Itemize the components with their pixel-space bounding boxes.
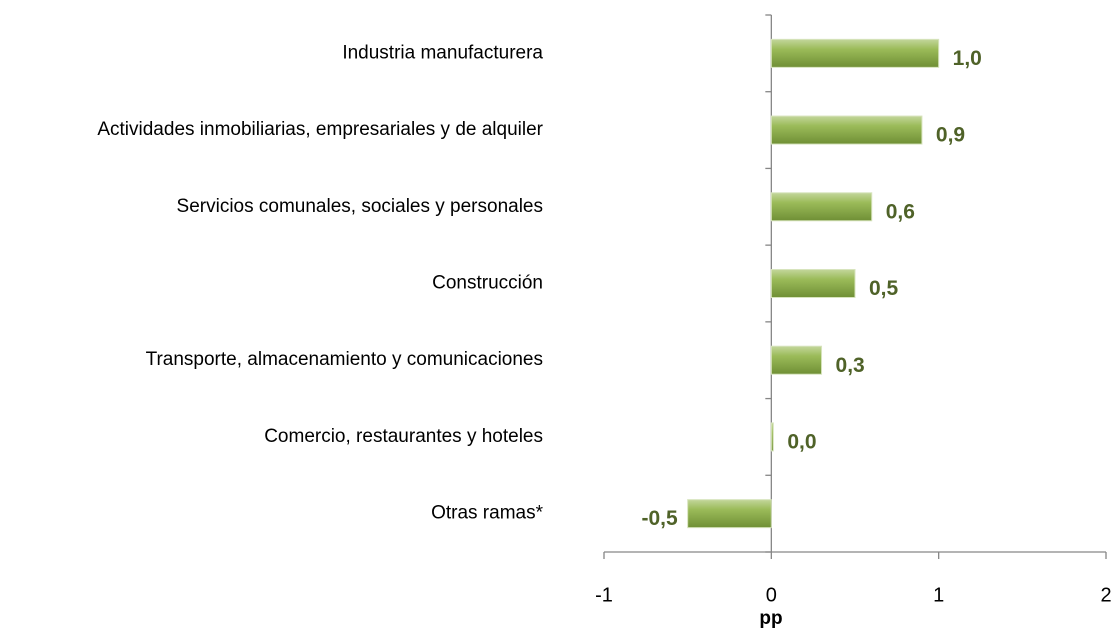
- bar: [770, 269, 856, 298]
- x-tick-label: 1: [933, 584, 944, 606]
- x-tick-label: 0: [766, 584, 777, 606]
- bar: [770, 422, 774, 452]
- y-tick-label: Servicios comunales, sociales y personal…: [177, 196, 543, 217]
- bar: [770, 192, 873, 222]
- data-label: 0,0: [787, 430, 816, 453]
- bar: [770, 345, 823, 375]
- bar: [687, 499, 772, 529]
- y-tick-label: Transporte, almacenamiento y comunicacio…: [146, 349, 543, 370]
- y-tick-label: Industria manufacturera: [342, 42, 543, 63]
- data-label: 0,3: [836, 354, 865, 377]
- y-tick-label: Otras ramas*: [431, 503, 544, 524]
- y-tick-label: Comercio, restaurantes y hoteles: [264, 426, 543, 447]
- bar: [770, 38, 940, 68]
- bar: [770, 115, 923, 145]
- data-label: 0,5: [869, 277, 899, 300]
- x-tick-label: -1: [595, 584, 613, 606]
- y-tick-label: Actividades inmobiliarias, empresariales…: [97, 119, 543, 140]
- data-label: 0,6: [886, 200, 915, 223]
- data-label: -0,5: [641, 507, 678, 530]
- x-tick-label: 2: [1100, 584, 1111, 606]
- data-label: 0,9: [936, 124, 965, 147]
- y-tick-label: Construcción: [432, 273, 543, 294]
- data-label: 1,0: [953, 47, 982, 70]
- x-axis-label: pp: [759, 608, 782, 629]
